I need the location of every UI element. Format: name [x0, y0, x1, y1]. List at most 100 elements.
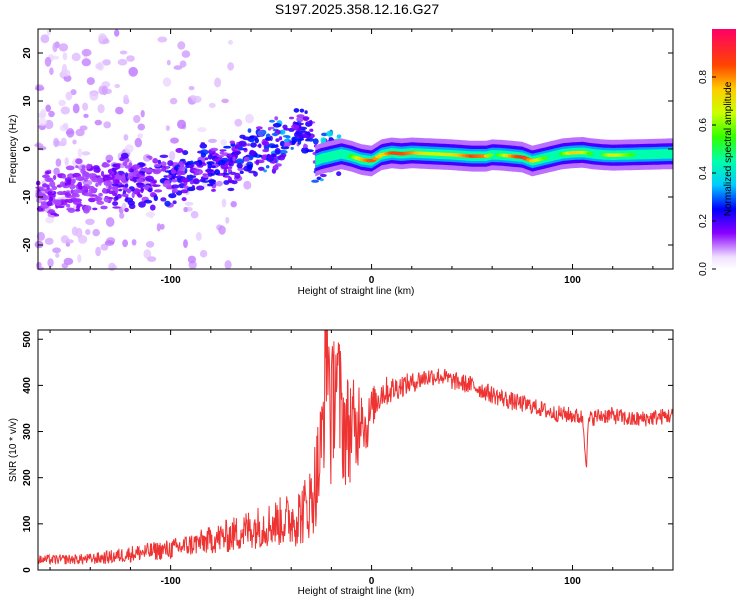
snr-frame: [37, 329, 674, 571]
noise-blob: [187, 255, 196, 264]
spectral-blob: [265, 137, 271, 141]
spectral-blob: [305, 149, 314, 153]
spectral-blob: [86, 163, 92, 170]
spectral-blob: [118, 188, 123, 192]
spectral-blob: [229, 140, 235, 145]
noise-blob: [86, 77, 95, 86]
spectral-blob: [171, 188, 179, 193]
noise-blob: [170, 137, 179, 144]
spectral-blob: [172, 200, 177, 205]
spectral-blob: [242, 136, 251, 141]
noise-blob: [134, 137, 142, 148]
spectral-blob: [299, 108, 305, 113]
snr-y-ticks: 0 100 200 300 400 500: [22, 330, 673, 573]
spectral-blob: [229, 171, 237, 175]
noise-blob: [169, 150, 176, 161]
noise-blob: [82, 102, 89, 111]
spectral-blob: [161, 165, 167, 172]
spectral-blob: [301, 147, 309, 154]
spectral-blob: [238, 146, 244, 150]
spectral-blob: [319, 178, 324, 182]
spectral-blob: [291, 136, 297, 142]
spectral-blob: [191, 185, 195, 190]
spectrogram-x-label: Height of straight line (km): [298, 286, 415, 297]
spectral-blob: [274, 148, 281, 155]
noise-blob: [119, 50, 128, 55]
noise-blob: [140, 110, 145, 118]
noise-blob: [156, 223, 161, 232]
spectral-blob: [218, 159, 226, 166]
spectral-blob: [71, 178, 76, 184]
snr-x-label: Height of straight line (km): [298, 586, 415, 597]
snr-panel: -100 0 100 0 100 200 300 400 500 Height of stra…: [8, 329, 674, 597]
noise-blob: [58, 43, 69, 52]
spectral-blob: [235, 158, 244, 165]
noise-blob: [81, 48, 92, 57]
spectral-blob: [138, 201, 146, 208]
spectral-blob: [277, 154, 286, 161]
spectral-blob: [178, 166, 187, 170]
noise-blob: [44, 56, 52, 67]
spectrogram-y-label: Frequency (Hz): [8, 115, 19, 184]
spectral-blob: [136, 173, 143, 178]
noise-blob: [52, 247, 61, 254]
x-tick-label: 100: [564, 576, 581, 587]
spectral-blob: [223, 168, 228, 174]
y-tick-label: 10: [22, 95, 33, 107]
noise-blob: [181, 50, 191, 58]
spectral-blob: [153, 195, 158, 202]
spectral-blob: [146, 155, 151, 159]
spectral-blob: [163, 175, 169, 178]
spectral-blob: [51, 185, 58, 191]
spectral-blob: [200, 142, 205, 145]
spectral-blob: [50, 212, 58, 216]
spectral-blob: [307, 137, 314, 142]
spectral-blob: [258, 143, 262, 149]
spectral-blob: [208, 179, 216, 185]
spectral-blob: [103, 180, 113, 187]
spectral-blob: [207, 183, 214, 187]
spectral-blob: [73, 198, 82, 203]
spectral-blob: [157, 159, 161, 165]
noise-blob: [190, 210, 199, 219]
spectral-blob: [36, 191, 43, 197]
noise-blob: [65, 130, 74, 135]
spectral-blob: [45, 179, 55, 183]
x-tick-label: 100: [564, 275, 581, 286]
noise-blob: [83, 113, 89, 118]
noise-blob: [195, 232, 202, 241]
noise-blob: [81, 151, 91, 156]
spectral-blob: [100, 205, 108, 210]
noise-blob: [105, 154, 114, 163]
spectral-blob: [196, 161, 199, 167]
spectral-blob: [272, 123, 282, 128]
spectral-blob: [61, 174, 67, 179]
spectral-blob: [278, 149, 288, 155]
spectral-blob: [94, 196, 103, 202]
spectral-blob: [202, 173, 208, 177]
spectral-blob: [219, 149, 227, 152]
spectral-blob: [107, 197, 114, 200]
spectral-blob: [250, 142, 257, 148]
spectral-blob: [180, 158, 186, 162]
spectral-blob: [95, 175, 101, 178]
noise-blob: [218, 225, 226, 235]
spectral-blob: [202, 175, 210, 178]
spectral-blob: [183, 185, 189, 189]
noise-blob: [114, 83, 120, 89]
spectral-blob: [189, 174, 194, 179]
ridge-core: [486, 153, 494, 157]
chart-title: S197.2025.358.12.16.G27: [275, 1, 439, 17]
noise-blob: [108, 262, 116, 272]
noise-blob: [177, 41, 186, 50]
noise-blob: [50, 55, 60, 60]
ridge-core: [540, 156, 548, 160]
spectral-blob: [56, 205, 65, 209]
noise-blob: [245, 113, 254, 124]
spectral-blob: [154, 163, 162, 168]
noise-blob: [65, 91, 73, 101]
noise-blob: [100, 243, 109, 251]
spectral-blob: [262, 148, 270, 153]
noise-blob: [81, 58, 92, 67]
spectral-blob: [45, 171, 52, 175]
